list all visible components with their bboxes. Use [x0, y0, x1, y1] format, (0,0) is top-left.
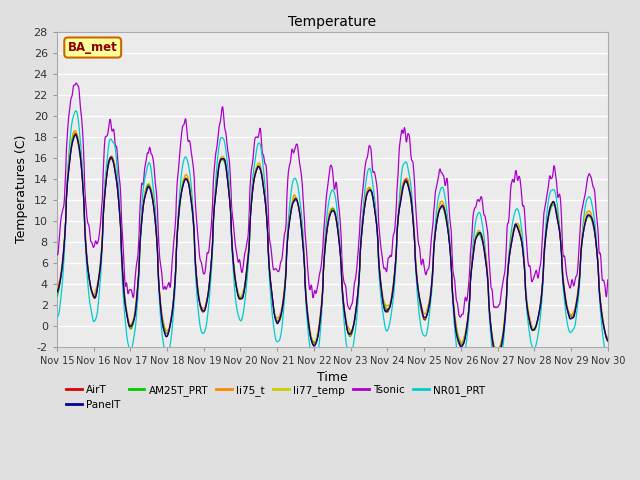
Tsonic: [176, 150, 184, 156]
Tsonic: [72, 80, 80, 86]
li77_temp: [604, 338, 612, 344]
PanelT: [176, 201, 184, 207]
li75_t: [419, 306, 426, 312]
NR01_PRT: [53, 314, 61, 320]
Y-axis label: Temperatures (C): Temperatures (C): [15, 135, 28, 243]
AirT: [72, 131, 79, 136]
Line: NR01_PRT: NR01_PRT: [57, 111, 608, 352]
li77_temp: [176, 203, 184, 208]
li75_t: [53, 282, 61, 288]
NR01_PRT: [238, 317, 246, 323]
NR01_PRT: [491, 349, 499, 355]
X-axis label: Time: Time: [317, 372, 348, 384]
Tsonic: [163, 286, 170, 292]
PanelT: [53, 289, 61, 295]
PanelT: [163, 334, 170, 339]
NR01_PRT: [176, 186, 184, 192]
PanelT: [490, 347, 498, 353]
AM25T_PRT: [176, 204, 184, 210]
PanelT: [419, 308, 426, 313]
AM25T_PRT: [419, 311, 426, 316]
li77_temp: [540, 271, 547, 276]
AirT: [419, 310, 426, 316]
li75_t: [604, 335, 612, 340]
AirT: [53, 289, 61, 295]
PanelT: [491, 349, 499, 355]
NR01_PRT: [419, 330, 426, 336]
li75_t: [176, 200, 184, 205]
AM25T_PRT: [540, 276, 547, 281]
li75_t: [71, 128, 79, 133]
li75_t: [494, 347, 502, 352]
AirT: [490, 347, 498, 352]
PanelT: [540, 272, 547, 278]
AM25T_PRT: [53, 294, 61, 300]
li77_temp: [53, 285, 61, 291]
Tsonic: [53, 251, 61, 257]
AirT: [163, 334, 170, 339]
AirT: [540, 274, 547, 279]
Tsonic: [491, 304, 499, 310]
NR01_PRT: [163, 349, 171, 355]
Text: BA_met: BA_met: [68, 41, 118, 54]
Tsonic: [604, 277, 612, 283]
AM25T_PRT: [163, 330, 170, 336]
li77_temp: [493, 349, 501, 355]
Tsonic: [540, 224, 547, 230]
li75_t: [540, 271, 547, 277]
AirT: [237, 296, 245, 302]
PanelT: [72, 132, 79, 138]
AM25T_PRT: [490, 345, 498, 351]
AirT: [491, 349, 499, 355]
li75_t: [490, 342, 498, 348]
li77_temp: [490, 343, 498, 348]
Line: AM25T_PRT: AM25T_PRT: [57, 134, 608, 351]
NR01_PRT: [161, 349, 169, 355]
AM25T_PRT: [604, 336, 612, 341]
li75_t: [163, 328, 170, 334]
Line: li75_t: li75_t: [57, 131, 608, 349]
NR01_PRT: [72, 108, 80, 114]
AirT: [176, 201, 184, 206]
AM25T_PRT: [493, 348, 501, 354]
Title: Temperature: Temperature: [288, 15, 376, 29]
Line: AirT: AirT: [57, 133, 608, 352]
Tsonic: [456, 314, 464, 320]
AirT: [604, 337, 612, 343]
AM25T_PRT: [71, 132, 79, 137]
Tsonic: [237, 268, 245, 274]
Line: Tsonic: Tsonic: [57, 83, 608, 317]
PanelT: [604, 338, 612, 344]
li77_temp: [237, 293, 245, 299]
li77_temp: [163, 330, 170, 336]
AM25T_PRT: [237, 295, 245, 301]
Line: PanelT: PanelT: [57, 135, 608, 352]
li75_t: [237, 293, 245, 299]
Legend: AirT, PanelT, AM25T_PRT, li75_t, li77_temp, Tsonic, NR01_PRT: AirT, PanelT, AM25T_PRT, li75_t, li77_te…: [62, 381, 489, 414]
NR01_PRT: [540, 277, 547, 283]
Tsonic: [419, 259, 426, 265]
Line: li77_temp: li77_temp: [57, 132, 608, 352]
li77_temp: [419, 310, 426, 315]
li77_temp: [72, 130, 79, 135]
NR01_PRT: [604, 349, 612, 355]
PanelT: [237, 296, 245, 301]
